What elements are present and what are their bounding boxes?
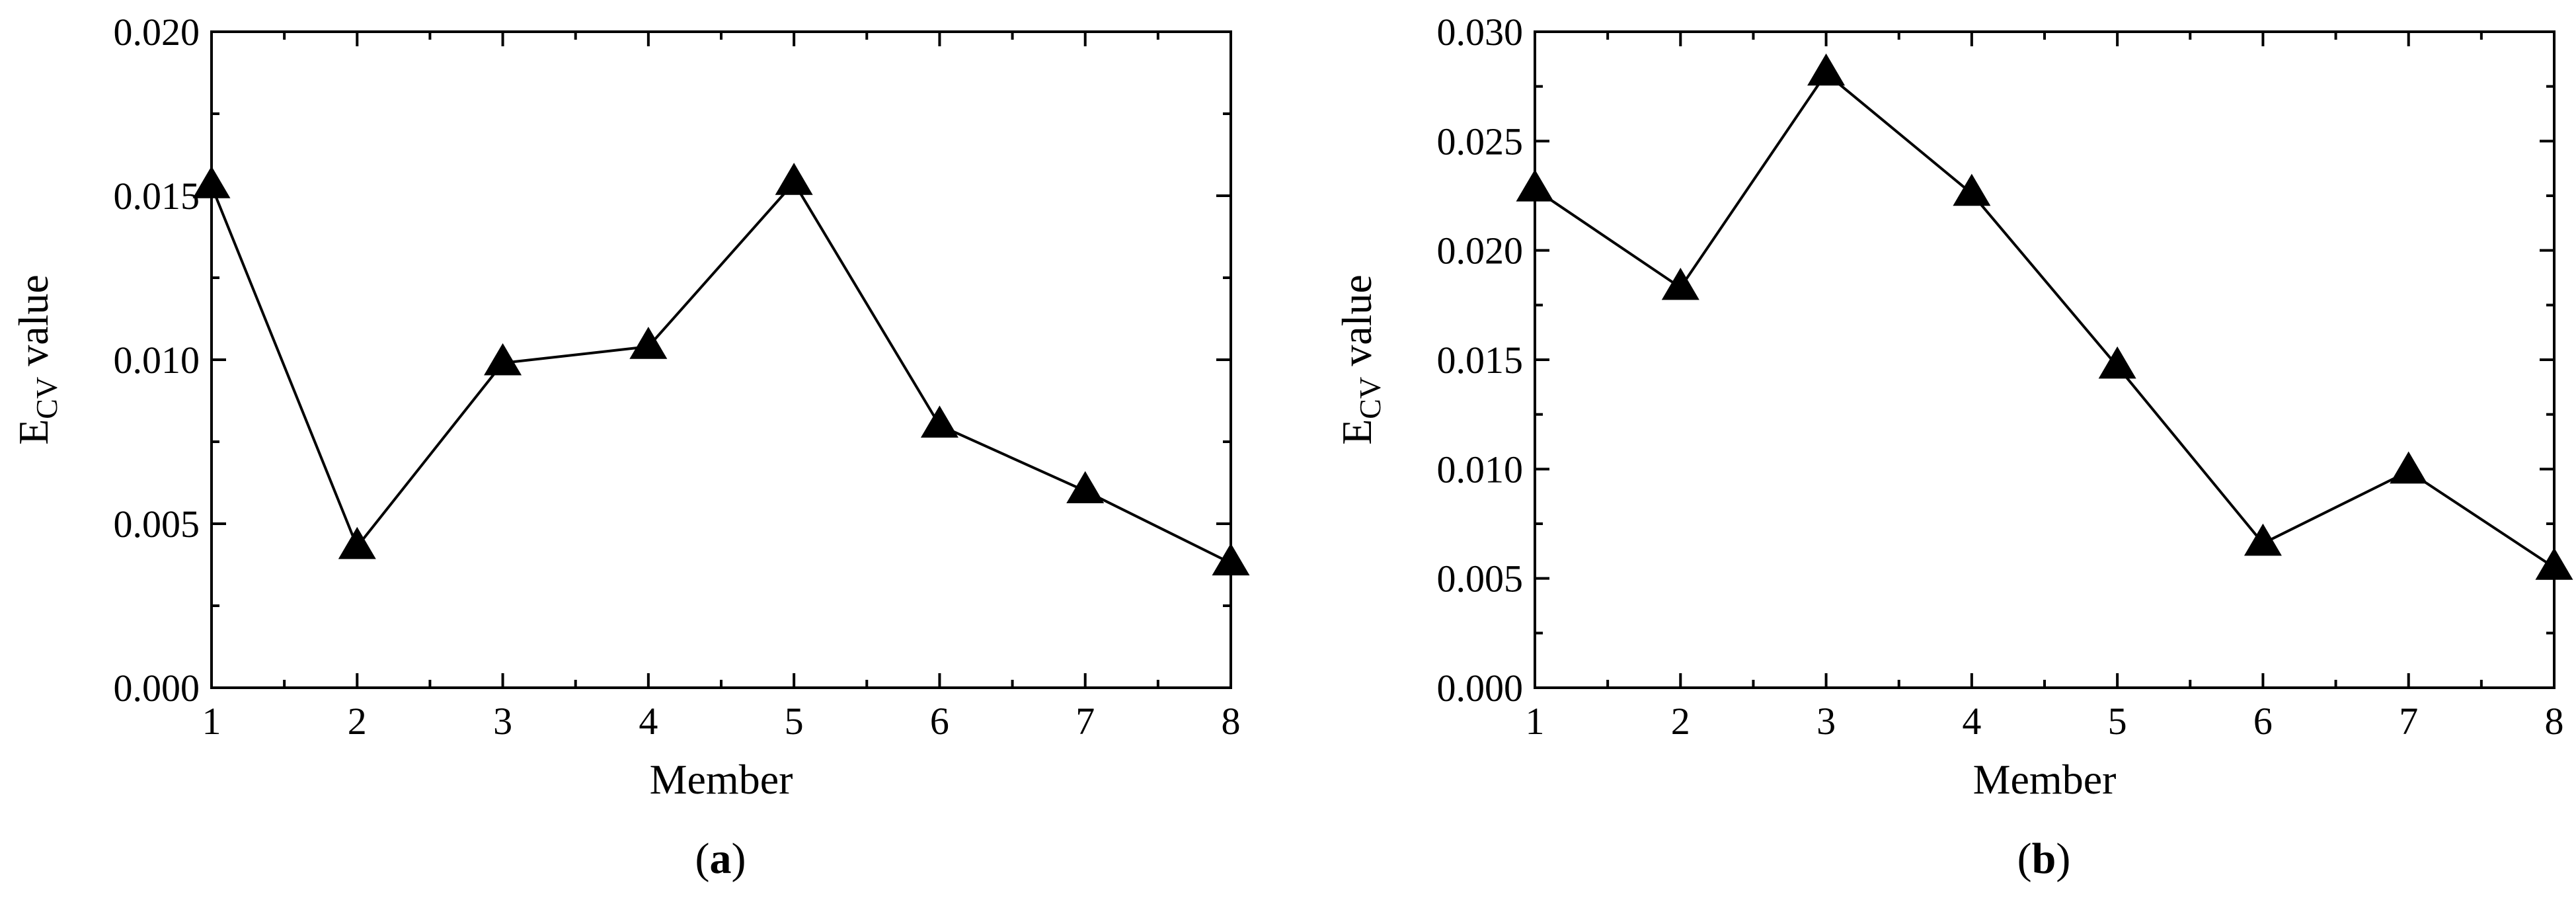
data-point-marker (192, 166, 231, 198)
data-point-marker (1807, 53, 1846, 86)
x-tick-label: 3 (493, 700, 512, 743)
x-tick-label: 2 (1671, 700, 1690, 743)
x-axis-label: Member (650, 756, 793, 803)
panel-label-open-paren: ( (695, 835, 710, 883)
plot-frame (210, 30, 1232, 689)
data-point-marker (1953, 173, 1991, 206)
x-tick-label: 5 (2108, 700, 2127, 743)
panel-label: (a) (695, 835, 746, 883)
data-point-marker (2098, 346, 2136, 379)
data-point-marker (484, 343, 522, 376)
y-axis-label-rest: value (1333, 274, 1380, 377)
chart-panel-a: 1 2 3 4 5 6 7 8 0.000 0.005 0.010 0.015 0.020 Member E… (10, 11, 1250, 883)
x-tick-label: 6 (930, 700, 949, 743)
x-tick-label: 6 (2253, 700, 2273, 743)
data-point-marker (338, 526, 376, 559)
y-tick-label: 0.015 (1437, 339, 1524, 382)
data-point-marker (1661, 267, 1699, 300)
y-axis-label-main: E (10, 419, 57, 445)
data-point-marker (1516, 169, 1554, 202)
x-tick-label: 7 (1075, 700, 1095, 743)
y-tick-label: 0.010 (114, 339, 200, 382)
x-tick-label: 7 (2399, 700, 2418, 743)
data-point-marker (629, 327, 668, 359)
data-point-marker (2390, 451, 2428, 484)
y-tick-label: 0.025 (1437, 120, 1524, 163)
panel-label-close-paren: ) (2056, 835, 2070, 883)
x-tick-label: 1 (1526, 700, 1545, 743)
x-tick-label: 8 (1222, 700, 1241, 743)
x-tick-label: 8 (2545, 700, 2564, 743)
x-tick-label: 4 (639, 700, 658, 743)
series-line (1534, 71, 2556, 569)
y-axis-label-main: E (1333, 419, 1380, 445)
data-point-marker (2535, 548, 2573, 580)
panel-label-open-paren: ( (2017, 835, 2032, 883)
data-point-marker (2244, 523, 2282, 556)
y-tick-label: 0.010 (1437, 448, 1524, 491)
y-axis-label-subscript: CV (30, 377, 63, 419)
y-tick-label: 0.005 (1437, 557, 1524, 600)
y-tick-label: 0.020 (114, 11, 200, 54)
data-point-marker (1212, 543, 1250, 576)
y-tick-label: 0.000 (1437, 667, 1524, 710)
data-point-marker (920, 405, 958, 438)
plot-frame (1534, 30, 2556, 689)
y-tick-label: 0.015 (114, 175, 200, 218)
y-axis-label-subscript: CV (1353, 377, 1387, 419)
y-tick-label: 0.000 (114, 667, 200, 710)
y-tick-label: 0.005 (114, 503, 200, 546)
data-point-marker (775, 163, 813, 195)
y-tick-label: 0.020 (1437, 229, 1524, 272)
x-tick-label: 1 (202, 700, 221, 743)
x-tick-label: 4 (1962, 700, 1981, 743)
panel-label-close-paren: ) (732, 835, 746, 883)
panel-label-letter: a (710, 835, 732, 883)
panel-label: (b) (2017, 835, 2071, 883)
x-tick-label: 2 (348, 700, 367, 743)
y-axis-label: ECV value (10, 274, 63, 445)
chart-panel-b: 1 2 3 4 5 6 7 8 0.000 0.005 0.010 0.015 0.020 0.025 0.… (1333, 11, 2573, 883)
x-tick-label: 3 (1816, 700, 1836, 743)
y-axis-label-rest: value (10, 274, 57, 377)
x-tick-label: 5 (785, 700, 804, 743)
y-tick-label: 0.030 (1437, 11, 1524, 54)
y-axis-label: ECV value (1333, 274, 1387, 445)
series-line (210, 180, 1231, 565)
panel-label-letter: b (2032, 835, 2056, 883)
data-point-marker (1066, 471, 1105, 503)
x-axis-label: Member (1973, 756, 2117, 803)
